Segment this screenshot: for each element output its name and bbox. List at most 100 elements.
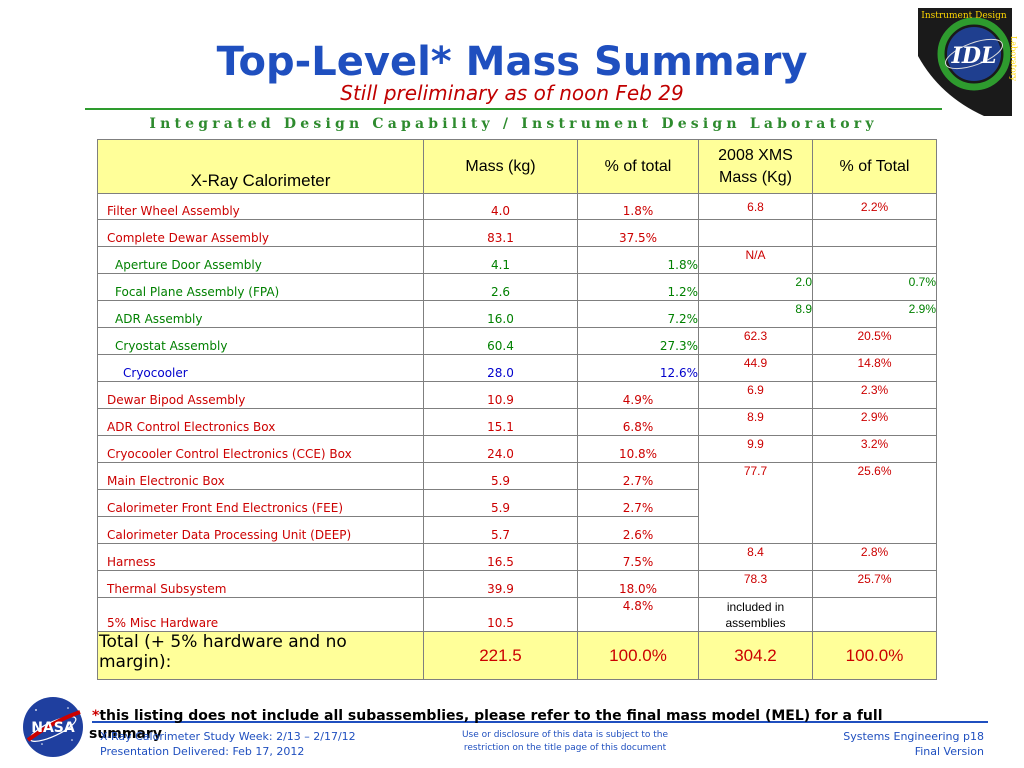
row-mass: 5.9 xyxy=(423,489,578,517)
row-name: Cryostat Assembly xyxy=(97,327,424,355)
footer-disclaimer-line1: Use or disclosure of this data is subjec… xyxy=(461,730,669,740)
row-xms-pct xyxy=(812,246,937,274)
row-mass: 39.9 xyxy=(423,570,578,598)
row-xms-mass: 8.9 xyxy=(698,408,813,436)
footnote-continuation: summary xyxy=(89,726,162,742)
total-label: Total (+ 5% hardware and no margin): xyxy=(97,631,424,680)
row-pct: 12.6% xyxy=(577,354,699,382)
footer-version: Final Version xyxy=(914,745,984,758)
row-name: Calorimeter Data Processing Unit (DEEP) xyxy=(97,516,424,544)
svg-text:NASA: NASA xyxy=(31,720,75,736)
row-xms-pct: 0.7% xyxy=(812,273,937,301)
row-name: Harness xyxy=(97,543,424,571)
row-pct: 1.8% xyxy=(577,246,699,274)
row-xms-pct: 2.9% xyxy=(812,300,937,328)
row-xms-mass: 2.0 xyxy=(698,273,813,301)
row-xms-pct: 2.3% xyxy=(812,381,937,409)
row-mass: 60.4 xyxy=(423,327,578,355)
row-mass: 15.1 xyxy=(423,408,578,436)
lab-banner: Integrated Design Capability / Instrumen… xyxy=(149,116,878,132)
row-name: Focal Plane Assembly (FPA) xyxy=(97,273,424,301)
row-mass: 28.0 xyxy=(423,354,578,382)
row-name: 5% Misc Hardware xyxy=(97,597,424,632)
row-xms-pct: 2.2% xyxy=(812,193,937,220)
row-xms-mass: 8.9 xyxy=(698,300,813,328)
slide-subtitle: Still preliminary as of noon Feb 29 xyxy=(340,81,684,105)
footnote: *this listing does not include all subas… xyxy=(89,707,912,742)
table-row: Thermal Subsystem 39.9 18.0% 78.3 25.7% xyxy=(97,570,937,598)
row-xms-mass: 78.3 xyxy=(698,570,813,598)
row-mass: 10.5 xyxy=(423,597,578,632)
table-row: Filter Wheel Assembly 4.0 1.8% 6.8 2.2% xyxy=(97,193,937,220)
row-pct: 27.3% xyxy=(577,327,699,355)
footnote-star: * xyxy=(92,708,100,724)
table-row: Cryocooler 28.0 12.6% 44.9 14.8% xyxy=(97,354,937,382)
slide-title: Top-Level* Mass Summary xyxy=(216,39,808,85)
row-mass: 83.1 xyxy=(423,219,578,247)
row-name: Filter Wheel Assembly xyxy=(97,193,424,220)
row-pct: 2.7% xyxy=(577,489,699,517)
instrument-design-laboratory-logo: IDL Instrument Design Laboratory xyxy=(918,8,1018,116)
total-mass: 221.5 xyxy=(423,631,578,680)
row-pct: 1.8% xyxy=(577,193,699,220)
row-pct: 37.5% xyxy=(577,219,699,247)
mass-summary-table: X-Ray Calorimeter Mass (kg) % of total 2… xyxy=(97,139,937,680)
row-xms-pct: 2.8% xyxy=(812,543,937,571)
total-xms-pct: 100.0% xyxy=(812,631,937,680)
row-xms-pct xyxy=(812,597,937,632)
row-pct: 4.9% xyxy=(577,381,699,409)
table-row: Aperture Door Assembly 4.1 1.8% N/A xyxy=(97,246,937,274)
table-row: Dewar Bipod Assembly 10.9 4.9% 6.9 2.3% xyxy=(97,381,937,409)
table-row: Focal Plane Assembly (FPA) 2.6 1.2% 2.0 … xyxy=(97,273,937,301)
footer-right: Systems Engineering p18 Final Version xyxy=(843,729,984,759)
row-xms-mass: 8.4 xyxy=(698,543,813,571)
row-name: Aperture Door Assembly xyxy=(97,246,424,274)
row-xms-pct xyxy=(812,219,937,247)
row-mass: 10.9 xyxy=(423,381,578,409)
footer-left: X-Ray Calorimeter Study Week: 2/13 – 2/1… xyxy=(100,729,356,759)
row-xms-pct: 3.2% xyxy=(812,435,937,463)
row-pct: 2.7% xyxy=(577,462,699,490)
table-row: Main Electronic Box 5.9 2.7% 77.7 25.6% xyxy=(97,462,937,544)
row-name: ADR Assembly xyxy=(97,300,424,328)
row-name: Thermal Subsystem xyxy=(97,570,424,598)
row-pct: 18.0% xyxy=(577,570,699,598)
nasa-logo: NASA xyxy=(23,697,83,757)
header-mass-kg: Mass (kg) xyxy=(423,139,578,194)
row-pct: 10.8% xyxy=(577,435,699,463)
row-xms-mass: 44.9 xyxy=(698,354,813,382)
row-mass: 16.5 xyxy=(423,543,578,571)
footer-page-label: Systems Engineering p18 xyxy=(843,730,984,743)
row-name: Main Electronic Box xyxy=(97,462,424,490)
row-pct: 6.8% xyxy=(577,408,699,436)
mass-table-body: X-Ray Calorimeter Mass (kg) % of total 2… xyxy=(97,139,937,680)
row-mass: 4.0 xyxy=(423,193,578,220)
svg-text:IDL: IDL xyxy=(951,43,997,69)
table-row: Calorimeter Data Processing Unit (DEEP) … xyxy=(97,516,937,544)
total-row: Total (+ 5% hardware and no margin): 221… xyxy=(97,631,937,680)
total-xms-mass: 304.2 xyxy=(698,631,813,680)
row-xms-pct: 14.8% xyxy=(812,354,937,382)
row-mass: 5.9 xyxy=(423,462,578,490)
row-xms-mass: 9.9 xyxy=(698,435,813,463)
row-pct: 7.5% xyxy=(577,543,699,571)
row-xms-pct: 25.6% xyxy=(812,462,937,544)
table-row: Harness 16.5 7.5% 8.4 2.8% xyxy=(97,543,937,571)
row-xms-pct: 20.5% xyxy=(812,327,937,355)
row-name: Cryocooler xyxy=(97,354,424,382)
row-xms-mass: 77.7 xyxy=(698,462,813,544)
row-mass: 5.7 xyxy=(423,516,578,544)
svg-text:Laboratory: Laboratory xyxy=(1009,36,1018,81)
footer-divider xyxy=(92,721,988,723)
table-row: ADR Control Electronics Box 15.1 6.8% 8.… xyxy=(97,408,937,436)
row-mass: 4.1 xyxy=(423,246,578,274)
header-xms-pct-total: % of Total xyxy=(812,139,937,194)
row-pct: 1.2% xyxy=(577,273,699,301)
total-pct: 100.0% xyxy=(577,631,699,680)
row-name: ADR Control Electronics Box xyxy=(97,408,424,436)
row-xms-mass: 6.8 xyxy=(698,193,813,220)
table-header-row: X-Ray Calorimeter Mass (kg) % of total 2… xyxy=(97,139,937,194)
table-row: Cryocooler Control Electronics (CCE) Box… xyxy=(97,435,937,463)
footer-study-week: X-Ray Calorimeter Study Week: 2/13 – 2/1… xyxy=(100,730,356,743)
header-divider xyxy=(85,108,942,110)
